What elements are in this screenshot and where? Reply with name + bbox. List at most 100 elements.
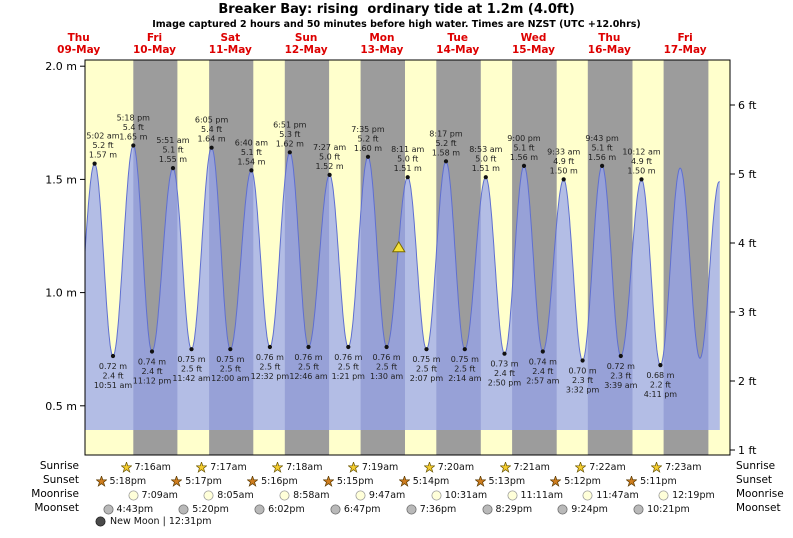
tide-extremum-dot	[580, 358, 585, 363]
high-tide-label: 8:53 am	[469, 145, 502, 154]
sunrise-entry: 7:20am	[423, 461, 475, 474]
moonrise-time: 10:31am	[444, 489, 488, 501]
tide-extremum-dot	[327, 172, 332, 177]
tide-extremum-dot	[561, 177, 566, 182]
moonset-moon-icon	[178, 504, 189, 514]
sunrise-entry: 7:16am	[120, 461, 171, 474]
tide-extremum-dot	[521, 163, 527, 168]
page-title: Breaker Bay: rising ordinary tide at 1.2…	[218, 2, 575, 17]
sunrise-time: 7:20am	[437, 461, 475, 473]
high-tide-label: 1.62 m	[276, 139, 304, 148]
moonrise-entry: 8:05am	[203, 489, 254, 502]
low-tide-label: 0.76 m	[373, 353, 401, 362]
tide-extremum-dot	[618, 353, 623, 359]
moonset-time: 9:24pm	[571, 503, 608, 515]
sunrise-entry: 7:22am	[575, 461, 626, 474]
high-tide-label: 1.50 m	[550, 166, 578, 175]
sunrise-time: 7:16am	[134, 461, 171, 473]
low-tide-label: 2.4 ft	[141, 367, 162, 376]
low-tide-label: 0.72 m	[607, 362, 635, 371]
moonset-time: 5:20pm	[192, 503, 229, 515]
low-tide-label: 4:11 pm	[644, 390, 678, 399]
astro-row-label-left-moonrise: Moonrise	[31, 488, 79, 500]
low-tide-label: 2.5 ft	[376, 363, 397, 372]
low-tide-label: 2:14 am	[448, 374, 481, 383]
moonset-entry: 9:24pm	[557, 503, 608, 516]
low-tide-label: 0.76 m	[256, 353, 284, 362]
moonrise-time: 11:11am	[520, 489, 563, 501]
moonset-entry: 6:02pm	[254, 503, 305, 516]
high-tide-label: 8:11 am	[391, 145, 424, 154]
moonrise-entry: 12:19pm	[658, 489, 715, 502]
high-tide-label: 5.0 ft	[319, 152, 340, 161]
high-tide-label: 9:00 pm	[507, 134, 541, 143]
sunrise-entry: 7:19am	[347, 461, 398, 474]
tide-extremum-dot	[424, 347, 429, 352]
moonset-moon-icon	[557, 504, 568, 514]
low-tide-label: 0.75 m	[177, 355, 205, 364]
moonrise-entry: 7:09am	[128, 489, 178, 502]
low-tide-label: 0.73 m	[490, 360, 518, 369]
astro-row-label-right-sunset: Sunset	[736, 474, 773, 486]
day-label: Thu 16-May	[588, 32, 631, 56]
moonset-moon-icon	[330, 504, 341, 514]
sunrise-star-icon	[499, 461, 511, 473]
tide-extremum-dot	[658, 363, 663, 368]
tide-extremum-dot	[149, 349, 155, 354]
high-tide-label: 4.9 ft	[631, 157, 652, 166]
tide-extremum-dot	[267, 344, 272, 350]
low-tide-label: 2.4 ft	[532, 367, 553, 376]
low-tide-label: 2.5 ft	[454, 365, 475, 374]
sunset-star-icon	[322, 475, 334, 487]
moonset-entry: 8:29pm	[482, 503, 533, 516]
high-tide-label: 1.65 m	[119, 133, 147, 142]
sunrise-star-icon	[196, 461, 208, 473]
moonrise-time: 9:47am	[368, 489, 406, 501]
right-axis-tick-label: 6 ft	[738, 99, 757, 112]
sunset-entry: 5:18pm	[95, 475, 146, 488]
moonrise-time: 7:09am	[141, 489, 178, 501]
left-axis-tick-label: 2.0 m	[45, 60, 77, 73]
sunrise-entry: 7:17am	[196, 461, 247, 474]
high-tide-label: 1.51 m	[472, 164, 500, 173]
sunset-time: 5:17pm	[185, 475, 222, 487]
sunrise-star-icon	[272, 461, 284, 473]
moonrise-moon-icon	[431, 490, 442, 500]
low-tide-label: 3:39 am	[604, 381, 637, 390]
moonset-time: 8:29pm	[495, 503, 533, 515]
low-tide-label: 2:57 am	[526, 377, 559, 386]
sunset-entry: 5:14pm	[398, 475, 449, 488]
moonrise-entry: 10:31am	[431, 489, 487, 502]
current-tide-marker	[391, 240, 406, 253]
low-tide-label: 0.68 m	[646, 371, 674, 380]
low-tide-label: 12:32 pm	[251, 372, 290, 381]
tide-extremum-dot	[540, 349, 545, 354]
right-axis-tick-label: 4 ft	[738, 237, 757, 250]
sunset-star-icon	[95, 475, 107, 487]
high-tide-label: 1.64 m	[198, 135, 226, 144]
high-tide-label: 5.1 ft	[592, 143, 613, 152]
moonset-moon-icon	[103, 504, 113, 514]
tide-extremum-dot	[110, 353, 116, 359]
high-tide-label: 5.2 ft	[92, 141, 113, 150]
tide-extremum-dot	[209, 145, 214, 150]
tide-extremum-dot	[483, 175, 488, 180]
high-tide-label: 1.57 m	[89, 151, 117, 160]
sunset-entry: 5:13pm	[474, 475, 525, 488]
low-tide-label: 2.3 ft	[572, 376, 593, 385]
moonrise-moon-icon	[658, 490, 669, 500]
sunset-time: 5:15pm	[336, 475, 374, 487]
right-axis-tick-label: 5 ft	[738, 168, 757, 181]
left-axis-tick-label: 0.5 m	[45, 400, 77, 413]
low-tide-label: 2.5 ft	[338, 363, 359, 372]
high-tide-label: 5.3 ft	[279, 130, 300, 139]
plot-frame	[84, 59, 731, 456]
moonset-moon-icon	[254, 504, 265, 514]
low-tide-label: 2:07 pm	[410, 374, 444, 383]
page-subtitle: Image captured 2 hours and 50 minutes be…	[152, 19, 641, 30]
moonset-time: 6:02pm	[268, 503, 305, 515]
high-tide-label: 1.52 m	[316, 162, 344, 171]
day-label: Fri 17-May	[664, 32, 707, 56]
